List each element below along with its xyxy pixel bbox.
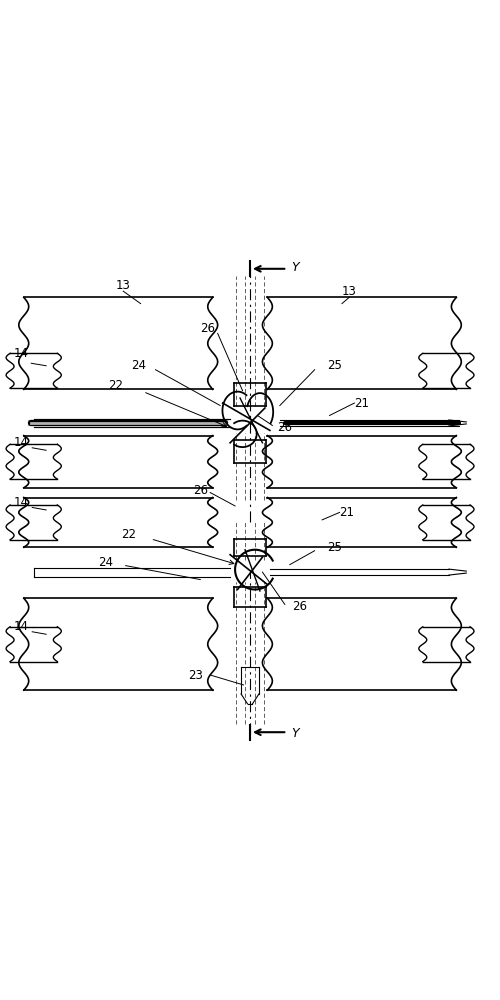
- Text: 14: 14: [14, 347, 29, 360]
- Text: 21: 21: [354, 397, 370, 410]
- Text: 26: 26: [292, 600, 307, 613]
- Text: 26: 26: [193, 484, 208, 497]
- Text: 22: 22: [108, 379, 123, 392]
- Text: 26: 26: [278, 421, 292, 434]
- Text: 14: 14: [14, 496, 29, 509]
- Text: 13: 13: [342, 285, 357, 298]
- Text: 21: 21: [340, 506, 354, 519]
- Text: 25: 25: [327, 359, 342, 372]
- Text: 25: 25: [327, 541, 342, 554]
- Text: 24: 24: [130, 359, 146, 372]
- Text: 13: 13: [116, 279, 130, 292]
- Text: Y: Y: [291, 727, 298, 740]
- Text: 14: 14: [14, 620, 29, 633]
- Text: 23: 23: [188, 669, 202, 682]
- Text: 24: 24: [98, 556, 114, 569]
- Text: 14: 14: [14, 436, 29, 449]
- Text: 26: 26: [200, 322, 215, 335]
- Text: Y: Y: [291, 261, 298, 274]
- Text: 22: 22: [120, 528, 136, 541]
